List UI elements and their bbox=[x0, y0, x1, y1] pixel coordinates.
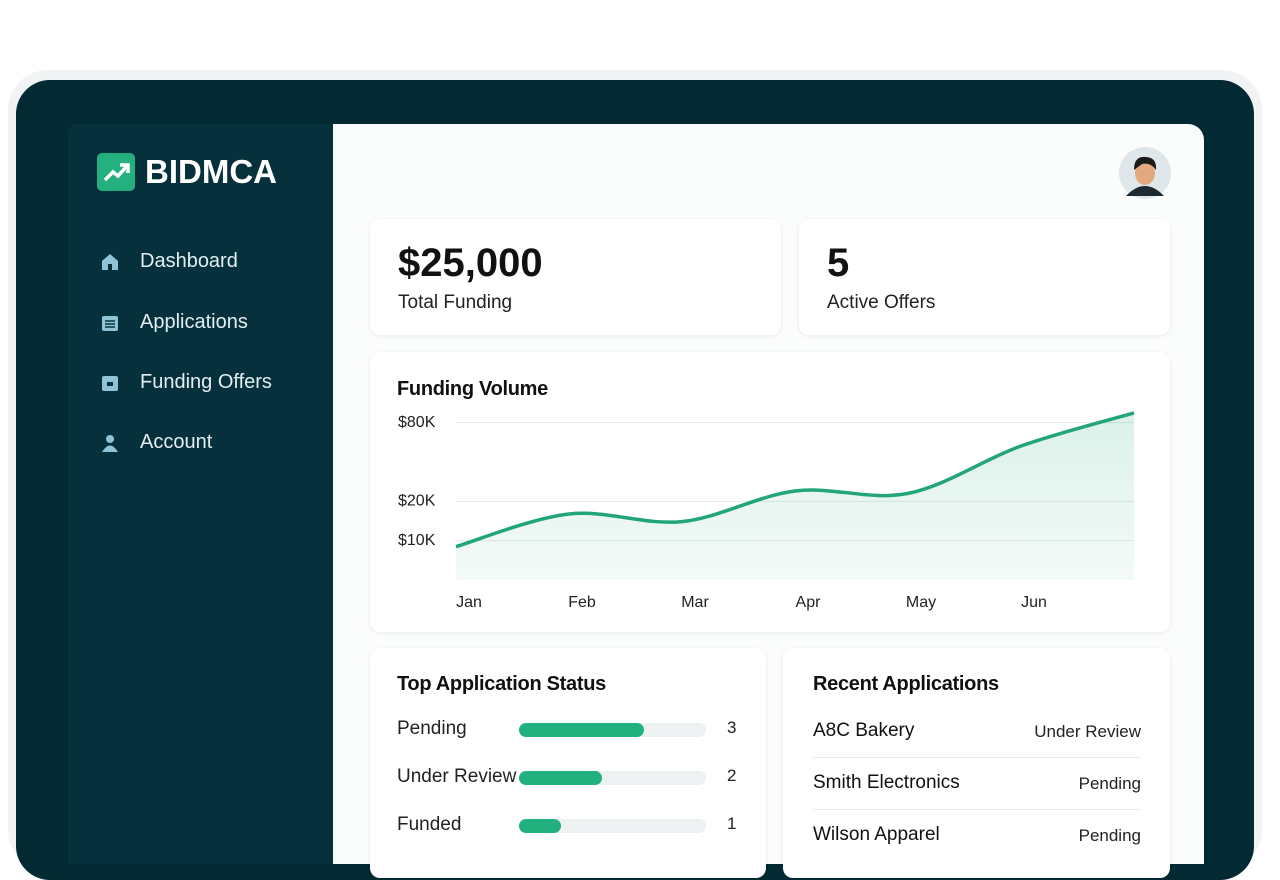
bar bbox=[519, 819, 561, 833]
stat-label: Active Offers bbox=[827, 292, 936, 313]
status-title: Top Application Status bbox=[397, 673, 606, 695]
avatar[interactable] bbox=[1118, 146, 1172, 200]
stat-value: 5 bbox=[827, 241, 850, 285]
application-name[interactable]: A8C Bakery bbox=[813, 720, 915, 741]
application-status: Pending bbox=[1078, 774, 1141, 793]
nav-label: Account bbox=[140, 431, 213, 453]
application-status: Pending bbox=[1078, 826, 1141, 845]
stat-label: Total Funding bbox=[398, 292, 513, 313]
status-label: Under Review bbox=[397, 766, 517, 787]
nav-label: Applications bbox=[140, 311, 248, 333]
stat-card: $25,000 Total Funding bbox=[370, 219, 781, 335]
status-card: Top Application Status Pending 3 Under Rev… bbox=[370, 648, 766, 878]
brand-logo bbox=[97, 153, 135, 191]
application-name[interactable]: Smith Electronics bbox=[813, 772, 960, 793]
nav-label: Dashboard bbox=[140, 250, 238, 272]
status-count: 2 bbox=[727, 766, 737, 785]
icon bbox=[102, 253, 118, 270]
application-name[interactable]: Wilson Apparel bbox=[813, 824, 940, 845]
recent-title: Recent Applications bbox=[813, 673, 999, 695]
page: BIDMCA Dashboard Applications Funding Of… bbox=[8, 70, 1262, 880]
status-count: 3 bbox=[727, 718, 737, 737]
row-separator bbox=[813, 809, 1141, 810]
icon bbox=[102, 375, 118, 391]
nav-label: Funding Offers bbox=[140, 371, 272, 393]
icon bbox=[102, 434, 118, 452]
brand: BIDMCA bbox=[97, 153, 277, 191]
sidebar bbox=[68, 124, 333, 864]
nav-item[interactable]: Funding Offers bbox=[100, 371, 272, 394]
application-status: Under Review bbox=[1034, 722, 1141, 741]
brand-name: BIDMCA bbox=[145, 153, 277, 190]
status-label: Funded bbox=[397, 814, 462, 835]
bar-track bbox=[519, 819, 706, 833]
status-count: 1 bbox=[727, 814, 737, 833]
chart-card: Funding Volume bbox=[370, 352, 1170, 632]
chart-title: Funding Volume bbox=[397, 378, 548, 400]
bar bbox=[519, 771, 603, 785]
stat-value: $25,000 bbox=[398, 241, 543, 285]
nav-item[interactable]: Account bbox=[100, 431, 212, 454]
bar bbox=[519, 723, 644, 737]
nav-item[interactable]: Applications bbox=[100, 311, 248, 334]
recent-card: Recent Applications A8C Bakery Under Revi… bbox=[783, 648, 1170, 878]
nav-item[interactable]: Dashboard bbox=[100, 250, 238, 273]
status-label: Pending bbox=[397, 718, 467, 739]
stat-card: 5 Active Offers bbox=[799, 219, 1170, 335]
icon bbox=[102, 315, 118, 331]
row-separator bbox=[813, 757, 1141, 758]
